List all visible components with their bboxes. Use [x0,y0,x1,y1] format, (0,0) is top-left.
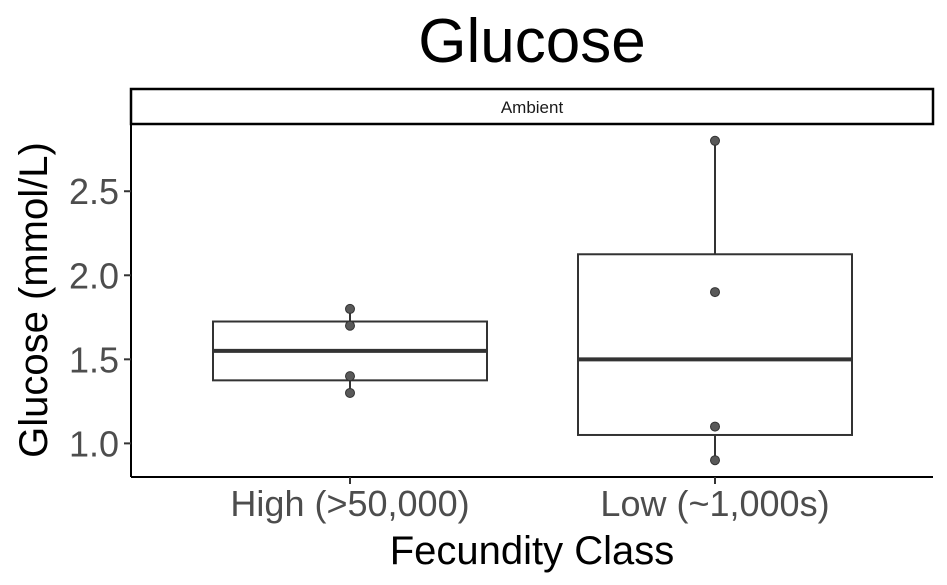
y-tick-label: 1.5 [69,339,119,380]
data-point [345,371,355,382]
x-axis-title: Fecundity Class [390,529,675,573]
y-axis-title: Glucose (mmol/L) [12,142,56,458]
box-2 [577,140,853,461]
plot-panel [212,135,853,466]
x-tick-label: High (>50,000) [230,483,469,524]
data-point [710,421,720,432]
data-point [710,135,720,146]
y-axis-ticks: 1.0 1.5 2.0 2.5 [69,171,131,464]
y-tick-label: 1.0 [69,423,119,464]
x-tick-label: Low (~1,000s) [600,483,829,524]
y-tick-label: 2.5 [69,171,119,212]
data-point [345,303,355,314]
chart-title: Glucose [418,7,645,76]
data-point [710,287,720,298]
data-point [345,387,355,398]
x-axis-ticks: High (>50,000) Low (~1,000s) [230,477,830,524]
iqr-box [577,253,853,436]
facet-label: Ambient [501,98,564,117]
facet-strip [129,87,935,126]
y-tick-label: 2.0 [69,255,119,296]
data-point [345,320,355,331]
data-point [710,455,720,466]
